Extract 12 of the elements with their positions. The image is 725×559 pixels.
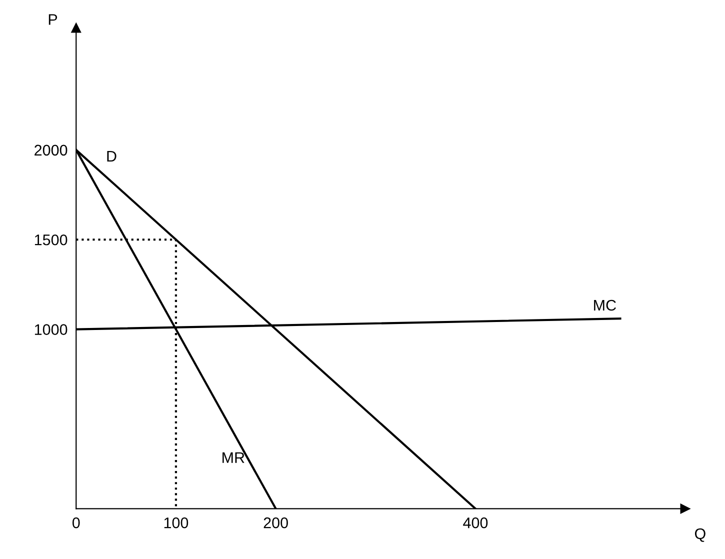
x-tick-label: 0 <box>72 517 80 528</box>
series-label: D <box>107 150 116 162</box>
x-axis-title: Q <box>694 528 706 542</box>
y-axis-title: P <box>48 14 58 25</box>
series-label: MC <box>594 300 616 311</box>
y-tick-label: 1000 <box>34 324 68 335</box>
x-tick-label: 400 <box>463 517 488 528</box>
y-tick-label: 2000 <box>34 144 68 156</box>
x-tick-label: 100 <box>164 517 188 528</box>
y-tick-label: 1500 <box>34 234 68 246</box>
series-label: MR <box>222 452 244 463</box>
x-tick-label: 200 <box>264 517 288 528</box>
